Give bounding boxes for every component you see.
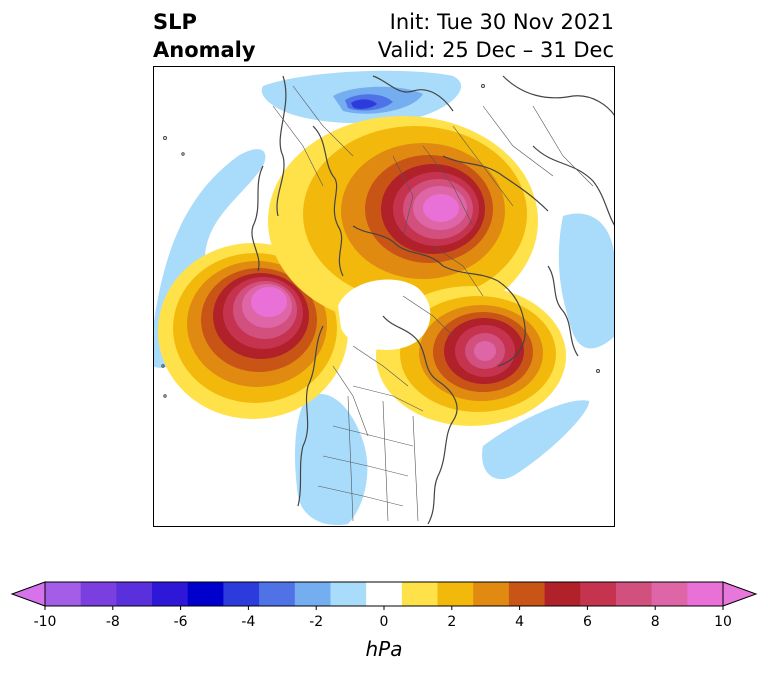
colorbar-tick-label: -2 xyxy=(309,614,323,630)
colorbar-segment xyxy=(473,582,510,606)
title-right: Init: Tue 30 Nov 2021 Valid: 25 Dec – 31… xyxy=(378,8,614,64)
neg-anomaly-atlantic xyxy=(482,400,590,480)
colorbar-tick-label: -10 xyxy=(34,614,57,630)
map-frame xyxy=(153,66,615,527)
map-panel xyxy=(153,66,615,527)
colorbar-segment xyxy=(259,582,296,606)
colorbar-segment xyxy=(687,582,724,606)
colorbar-segment xyxy=(544,582,581,606)
colorbar-segment xyxy=(580,582,617,606)
colorbar-tick-label: 4 xyxy=(515,614,524,630)
colorbar-segment xyxy=(116,582,153,606)
colorbar-tick-label: -6 xyxy=(174,614,188,630)
colorbar-segment xyxy=(437,582,474,606)
title-variable: SLP xyxy=(153,10,197,34)
colorbar-segment xyxy=(401,582,439,606)
colorbar-segment xyxy=(80,582,117,606)
colorbar-tick-label: -4 xyxy=(241,614,255,630)
neg-anomaly-east-asia xyxy=(558,213,615,349)
colorbar: -10 -8 -6 -4 -2 0 2 4 6 8 10 hPa xyxy=(10,581,758,661)
colorbar-ticks: -10 -8 -6 -4 -2 0 2 4 6 8 10 xyxy=(34,606,732,630)
colorbar-extend-min xyxy=(10,581,46,607)
colorbar-tick-label: 2 xyxy=(447,614,456,630)
colorbar-segment xyxy=(187,582,224,606)
colorbar-tick-label: 6 xyxy=(583,614,592,630)
colorbar-extend-max xyxy=(722,581,758,607)
colorbar-segment xyxy=(330,582,367,606)
title-left: SLP Anomaly xyxy=(153,8,256,64)
colorbar-tick-label: 10 xyxy=(714,614,732,630)
islands xyxy=(161,84,600,398)
colorbar-segment xyxy=(366,582,403,606)
title-field-type: Anomaly xyxy=(153,38,256,62)
colorbar-segment xyxy=(152,582,189,606)
coastlines xyxy=(251,75,615,525)
colorbar-segment xyxy=(223,582,260,606)
positive-anomaly-pacific xyxy=(158,243,348,419)
colorbar-tick-label: -8 xyxy=(106,614,120,630)
colorbar-segments xyxy=(10,581,758,607)
political-borders xyxy=(272,85,594,522)
colorbar-segment xyxy=(615,582,653,606)
colorbar-tick-label: 0 xyxy=(380,614,389,630)
colorbar-unit-label: hPa xyxy=(366,637,403,661)
neg-anomaly-europe-peak xyxy=(351,99,377,109)
colorbar-segment xyxy=(508,582,546,606)
init-date: Init: Tue 30 Nov 2021 xyxy=(389,10,614,34)
valid-period: Valid: 25 Dec – 31 Dec xyxy=(377,38,614,62)
colorbar-tick-label: 8 xyxy=(651,614,660,630)
colorbar-segment xyxy=(651,582,688,606)
colorbar-segment xyxy=(45,582,82,606)
colorbar-segment xyxy=(294,582,331,606)
